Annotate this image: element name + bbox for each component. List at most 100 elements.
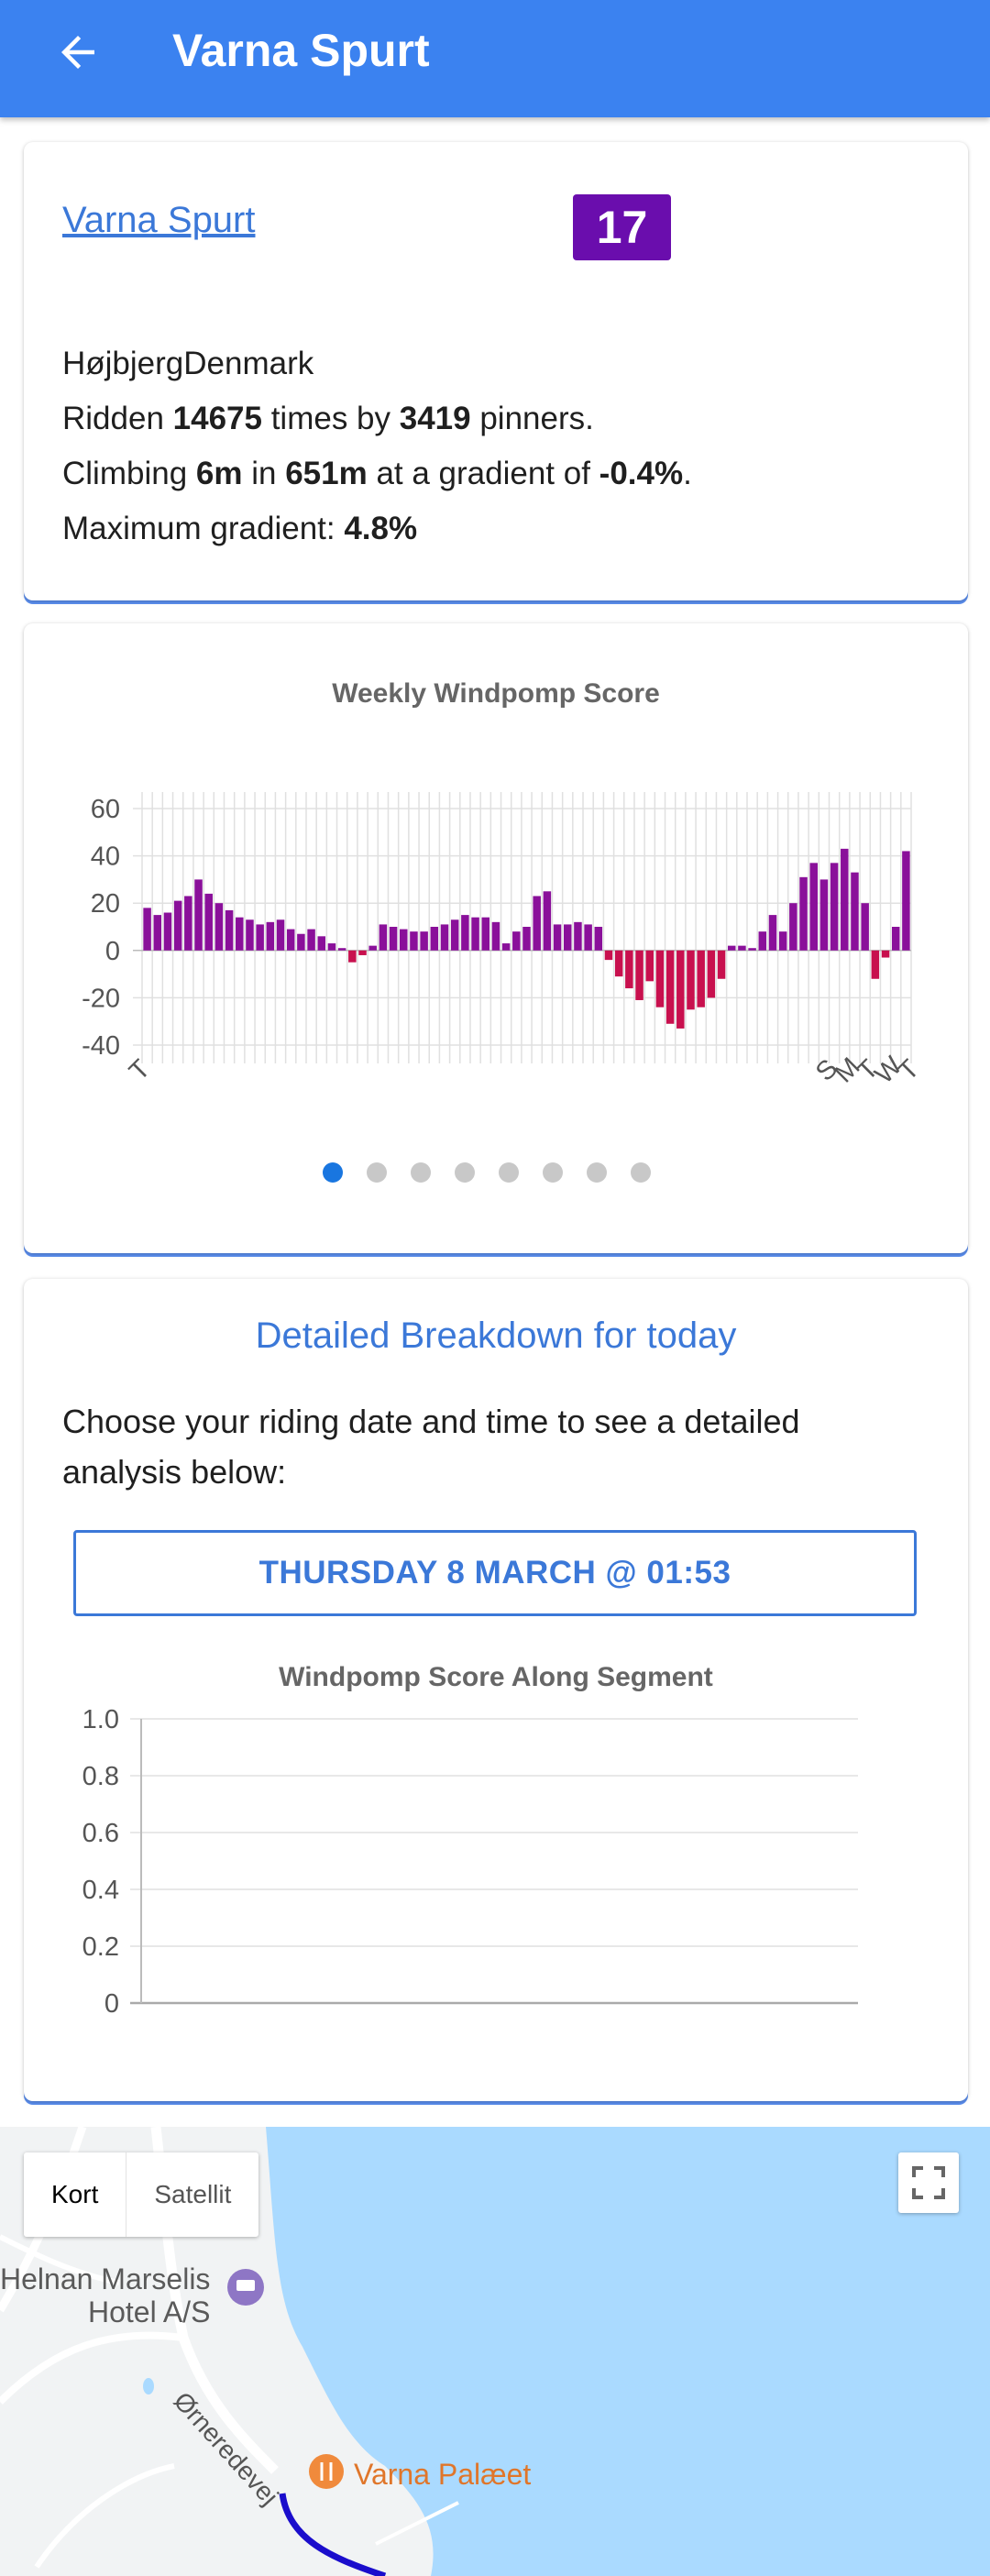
bar bbox=[471, 917, 479, 951]
y-tick-label: 0.4 bbox=[82, 1876, 119, 1905]
bar bbox=[778, 931, 787, 951]
bar bbox=[707, 950, 716, 998]
fullscreen-icon bbox=[912, 2166, 945, 2199]
bar bbox=[204, 893, 213, 951]
bar bbox=[871, 950, 880, 979]
bar bbox=[851, 872, 859, 951]
weekly-chart-title: Weekly Windpomp Score bbox=[332, 678, 660, 709]
bed-icon bbox=[236, 2280, 255, 2291]
bar bbox=[225, 909, 234, 951]
bar bbox=[584, 924, 592, 951]
bar bbox=[481, 917, 490, 951]
map-type-kort[interactable]: Kort bbox=[51, 2180, 99, 2208]
bar bbox=[614, 950, 623, 977]
map-view[interactable]: Helnan Marselis Hotel A/S Varna Palæet Ø… bbox=[0, 2127, 990, 2576]
bar bbox=[553, 924, 562, 951]
y-tick-label: 1.0 bbox=[82, 1705, 119, 1734]
breakdown-instruction: Choose your riding date and time to see … bbox=[62, 1403, 800, 1491]
bar bbox=[645, 950, 654, 982]
fork-knife-icon bbox=[320, 2462, 333, 2481]
bar bbox=[389, 927, 398, 951]
bar bbox=[430, 927, 439, 951]
bar bbox=[687, 950, 695, 1010]
pager-dot[interactable] bbox=[631, 1162, 651, 1183]
bar bbox=[236, 917, 244, 951]
bar bbox=[533, 896, 541, 951]
date-time-picker-button[interactable]: THURSDAY 8 MARCH @ 01:53 bbox=[73, 1530, 917, 1616]
bar bbox=[727, 945, 736, 951]
pager-dot[interactable] bbox=[455, 1162, 475, 1183]
pager-dot[interactable] bbox=[587, 1162, 607, 1183]
y-tick-label: 0 bbox=[105, 937, 120, 966]
bar bbox=[256, 924, 264, 951]
y-tick-label: 0.2 bbox=[82, 1932, 119, 1962]
page-title: Varna Spurt bbox=[172, 25, 430, 76]
bar bbox=[276, 919, 285, 951]
pager-dot[interactable] bbox=[499, 1162, 519, 1183]
y-tick-label: 60 bbox=[91, 795, 120, 824]
bar bbox=[881, 950, 890, 958]
bar bbox=[368, 945, 377, 951]
y-tick-label: 0.8 bbox=[82, 1762, 119, 1791]
bar bbox=[491, 921, 500, 951]
bar bbox=[563, 924, 572, 951]
bar bbox=[891, 927, 900, 951]
bar bbox=[861, 903, 869, 951]
y-tick-label: 0.6 bbox=[82, 1819, 119, 1848]
bar bbox=[820, 879, 829, 951]
bar bbox=[655, 950, 665, 1007]
ridden-stats: Ridden 14675 times by 3419 pinners. bbox=[62, 401, 594, 436]
bar bbox=[717, 950, 726, 979]
bar bbox=[666, 950, 675, 1024]
bar bbox=[635, 950, 644, 1000]
app-bar: Varna Spurt bbox=[0, 0, 990, 117]
bar bbox=[841, 848, 849, 951]
bar bbox=[461, 915, 469, 951]
pager-dot[interactable] bbox=[367, 1162, 387, 1183]
bar bbox=[214, 903, 224, 951]
bar bbox=[246, 919, 254, 951]
bar bbox=[625, 950, 633, 989]
restaurant-marker-icon[interactable] bbox=[309, 2454, 344, 2489]
bar bbox=[830, 863, 839, 951]
bar bbox=[574, 921, 582, 951]
bar bbox=[543, 891, 552, 951]
breakdown-heading: Detailed Breakdown for today bbox=[255, 1316, 737, 1356]
bar bbox=[266, 921, 275, 951]
pager-dot[interactable] bbox=[543, 1162, 563, 1183]
map-type-satellite[interactable]: Satellit bbox=[126, 2152, 258, 2237]
bar bbox=[440, 924, 449, 951]
bar bbox=[799, 876, 808, 951]
bar bbox=[337, 948, 346, 951]
bar bbox=[748, 948, 756, 951]
bar bbox=[697, 950, 705, 1007]
bar bbox=[902, 851, 910, 951]
pond bbox=[143, 2378, 154, 2394]
back-arrow-icon[interactable] bbox=[53, 28, 103, 77]
restaurant-label: Varna Palæet bbox=[354, 2458, 531, 2491]
bar bbox=[789, 903, 798, 951]
fullscreen-button[interactable] bbox=[898, 2152, 959, 2213]
bar bbox=[379, 924, 388, 951]
segment-name-link[interactable]: Varna Spurt bbox=[62, 200, 256, 240]
hotel-label-line1: Helnan Marselis bbox=[0, 2262, 210, 2295]
bar bbox=[768, 915, 777, 951]
bar bbox=[173, 900, 182, 951]
bar bbox=[317, 936, 326, 951]
pager-dot[interactable] bbox=[323, 1162, 343, 1183]
pager-dot[interactable] bbox=[411, 1162, 431, 1183]
bar bbox=[758, 931, 767, 951]
bar bbox=[297, 933, 305, 951]
map-type-toggle: Kort Satellit bbox=[24, 2152, 259, 2237]
y-tick-label: 0 bbox=[104, 1989, 119, 2019]
bar bbox=[194, 879, 203, 951]
bar bbox=[410, 931, 418, 951]
bar bbox=[809, 863, 818, 951]
x-tick-label: T bbox=[124, 1054, 156, 1086]
road bbox=[0, 2234, 120, 2285]
bar bbox=[358, 950, 367, 955]
bar bbox=[163, 912, 172, 951]
y-tick-label: -20 bbox=[82, 984, 120, 1013]
road bbox=[375, 2501, 459, 2546]
